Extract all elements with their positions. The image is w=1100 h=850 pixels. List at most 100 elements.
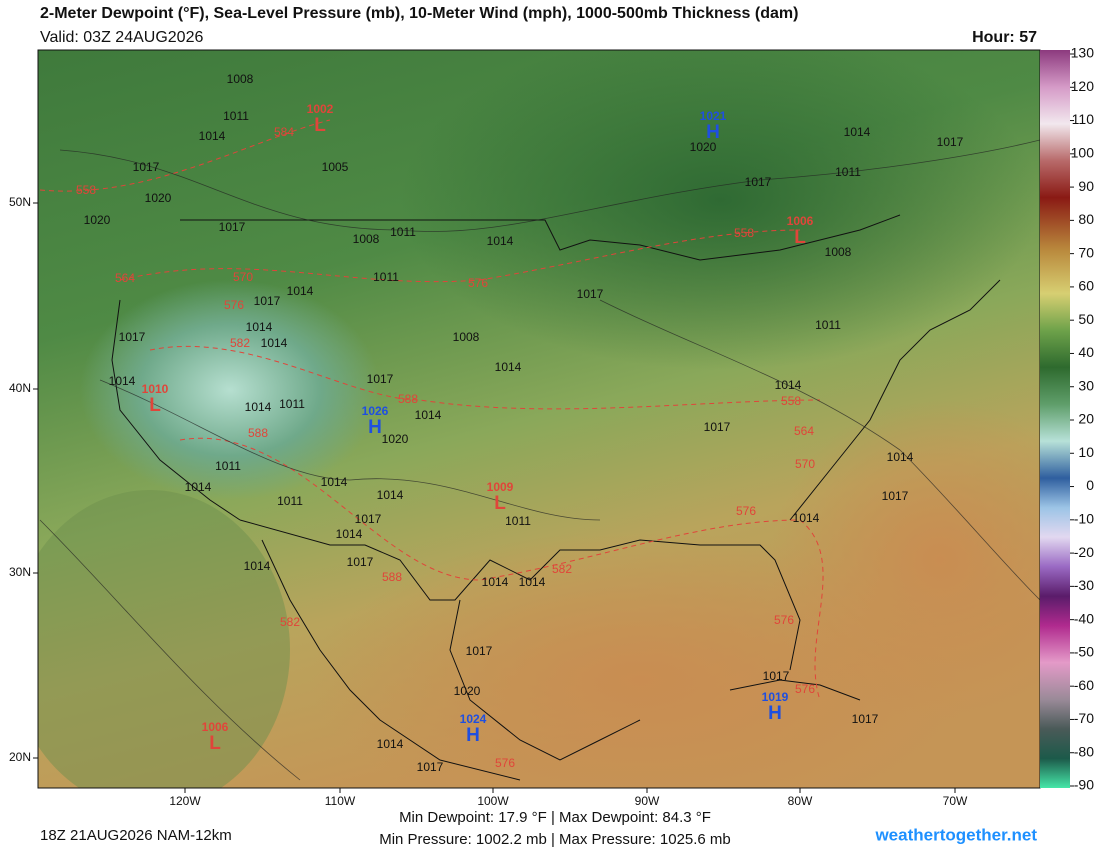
- cuba: [729, 679, 861, 701]
- colorbar-label: 130: [1071, 45, 1095, 61]
- colorbar-label: 30: [1078, 377, 1094, 393]
- thickness-label: 570: [795, 457, 815, 471]
- isobar-label: 1014: [245, 400, 272, 414]
- isobar-label: 1014: [415, 408, 442, 422]
- center-pressure: 1010: [142, 382, 169, 396]
- isobar-label: 1020: [382, 432, 409, 446]
- colorbar-label: 50: [1078, 311, 1094, 327]
- center-pressure: 1009: [487, 480, 514, 494]
- thickness-label: 570: [233, 270, 253, 284]
- isobar-label: 1014: [244, 559, 271, 573]
- forecast-hour: Hour: 57: [972, 29, 1037, 46]
- isobar-label: 1020: [690, 140, 717, 154]
- colorbar-label: 60: [1078, 278, 1094, 294]
- thickness-label: 576: [736, 504, 756, 518]
- thickness-label: 576: [468, 276, 488, 290]
- colorbar-label: -40: [1074, 610, 1094, 626]
- thickness-label: 564: [794, 424, 814, 438]
- lon-label: 110W: [325, 794, 356, 808]
- isobar-label: 1017: [219, 220, 246, 234]
- center-pressure: 1026: [362, 404, 389, 418]
- thickness-contours: [39, 119, 824, 701]
- thickness-label: 576: [795, 682, 815, 696]
- isobar-label: 1017: [254, 294, 281, 308]
- center-symbol: H: [768, 703, 782, 724]
- colorbar-label: 40: [1078, 344, 1094, 360]
- isobar-label: 1011: [505, 514, 531, 528]
- isobar-label: 1014: [109, 374, 136, 388]
- thickness-label: 584: [274, 125, 294, 139]
- isobar-label: 1014: [321, 475, 348, 489]
- isobar-label: 1017: [133, 160, 160, 174]
- thickness-label: 582: [552, 562, 572, 576]
- center-pressure: 1002: [307, 102, 334, 116]
- center-symbol: H: [368, 417, 382, 438]
- isobar-label: 1014: [246, 320, 273, 334]
- thickness-label: 576: [224, 298, 244, 312]
- center-pressure: 1024: [460, 712, 487, 726]
- thickness-label: 558: [781, 394, 801, 408]
- humid-atlantic: [770, 400, 1040, 720]
- moist-north: [400, 50, 1040, 370]
- lat-label: 50N: [9, 195, 31, 209]
- isobar-label: 1014: [519, 575, 546, 589]
- mexico-coast: [261, 539, 521, 781]
- isobar-label: 1017: [355, 512, 382, 526]
- center-symbol: H: [706, 122, 720, 143]
- thickness-label: 558: [734, 226, 754, 240]
- isobar-label: 1014: [482, 575, 509, 589]
- thickness-label: 588: [382, 570, 402, 584]
- isobar-label: 1017: [367, 372, 394, 386]
- isobar-label: 1008: [353, 232, 380, 246]
- colorbar-label: -90: [1074, 777, 1094, 793]
- center-pressure: 1019: [762, 690, 789, 704]
- isobar-label: 1011: [277, 494, 303, 508]
- lat-label: 20N: [9, 750, 31, 764]
- isobar-label: 1011: [835, 165, 861, 179]
- isobar-label: 1011: [223, 109, 249, 123]
- thickness-label: 582: [230, 336, 250, 350]
- isobar-label: 1014: [287, 284, 314, 298]
- isobar-label: 1014: [775, 378, 802, 392]
- thickness-label: 588: [248, 426, 268, 440]
- isobar-label: 1017: [417, 760, 444, 774]
- colorbar: [1040, 50, 1070, 788]
- center-pressure: 1021: [700, 109, 727, 123]
- isobar-label: 1014: [185, 480, 212, 494]
- isobar-label: 1014: [377, 488, 404, 502]
- colorbar-label: 10: [1078, 444, 1094, 460]
- lon-label: 100W: [477, 794, 509, 808]
- coastline-west: [111, 299, 241, 521]
- lat-label: 40N: [9, 381, 31, 395]
- colorbar-label: -70: [1074, 710, 1094, 726]
- isobar-label: 1017: [704, 420, 731, 434]
- dry-west: [80, 280, 380, 500]
- isobar-label: 1020: [145, 191, 172, 205]
- center-symbol: L: [149, 395, 161, 416]
- thickness-label: 576: [774, 613, 794, 627]
- isobar-label: 1017: [882, 489, 909, 503]
- lat-label: 30N: [9, 565, 31, 579]
- lon-label: 90W: [635, 794, 660, 808]
- site-link[interactable]: weathertogether.net: [874, 825, 1037, 844]
- colorbar-label: 20: [1078, 411, 1094, 427]
- isobar-label: 1017: [852, 712, 879, 726]
- center-pressure: 1006: [202, 720, 229, 734]
- colorbar-label: -10: [1074, 511, 1094, 527]
- isobars: [39, 139, 1040, 781]
- valid-time: Valid: 03Z 24AUG2026: [40, 29, 203, 46]
- isobar-label: 1017: [937, 135, 964, 149]
- colorbar-label: 120: [1071, 78, 1095, 94]
- thickness-label: 582: [280, 615, 300, 629]
- lon-label: 120W: [169, 794, 201, 808]
- isobar-label: 1014: [793, 511, 820, 525]
- isobar-label: 1008: [227, 72, 254, 86]
- isobar-label: 1011: [215, 459, 241, 473]
- colorbar-label: -80: [1074, 743, 1094, 759]
- dewpoint-range: Min Dewpoint: 17.9 °F | Max Dewpoint: 84…: [399, 809, 711, 826]
- isobar-label: 1017: [763, 669, 790, 683]
- thickness-label: 558: [76, 183, 96, 197]
